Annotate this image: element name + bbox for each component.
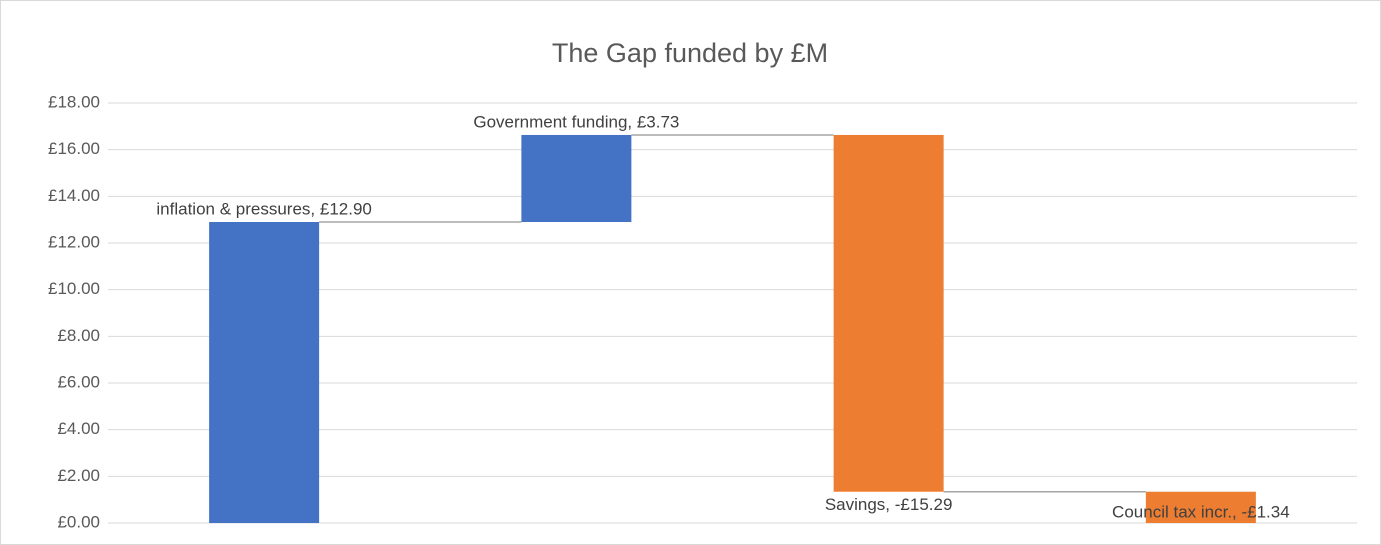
bar — [209, 222, 320, 523]
y-tick-label: £14.00 — [48, 186, 100, 205]
y-tick-label: £18.00 — [48, 92, 100, 111]
bar — [833, 134, 944, 492]
y-tick-label: £6.00 — [57, 372, 100, 391]
data-label: Council tax incr., -£1.34 — [1112, 502, 1290, 521]
y-tick-label: £0.00 — [57, 512, 100, 531]
data-label: inflation & pressures, £12.90 — [156, 199, 371, 218]
y-tick-label: £8.00 — [57, 326, 100, 345]
y-tick-label: £2.00 — [57, 466, 100, 485]
y-tick-label: £12.00 — [48, 232, 100, 251]
chart-title: The Gap funded by £M — [552, 38, 828, 68]
y-tick-label: £16.00 — [48, 139, 100, 158]
y-tick-label: £4.00 — [57, 419, 100, 438]
data-label: Savings, -£15.29 — [825, 495, 953, 514]
bar — [1145, 491, 1256, 523]
bar — [521, 134, 632, 222]
y-tick-label: £10.00 — [48, 279, 100, 298]
data-label: Government funding, £3.73 — [473, 112, 679, 131]
